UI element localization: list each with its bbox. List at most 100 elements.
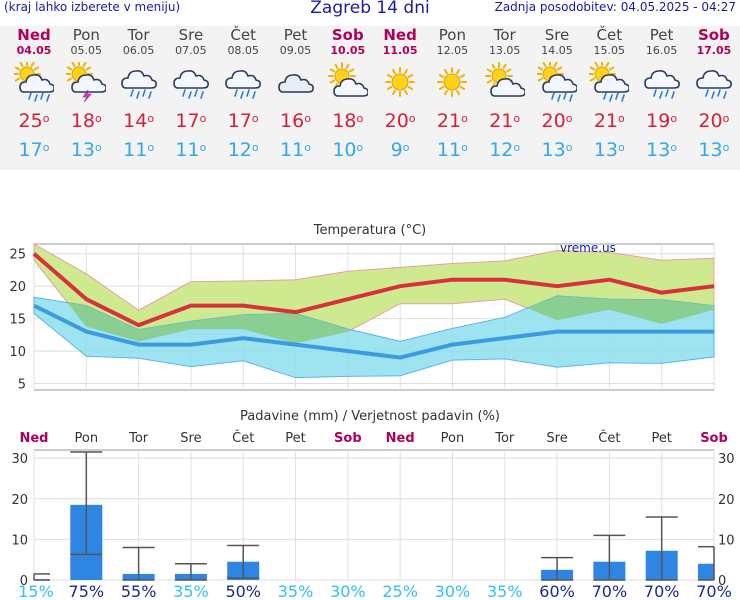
min-temp: 13o <box>593 139 625 161</box>
day-name: Čet <box>230 26 256 44</box>
watermark: vreme.us <box>560 241 616 255</box>
precip-chart-title: Padavine (mm) / Verjetnost padavin (%) <box>240 409 500 424</box>
max-temp: 17o <box>227 110 259 132</box>
precip-y-tick-right: 20 <box>718 493 735 508</box>
max-temp: 16o <box>280 110 311 132</box>
precip-probability: 70% <box>592 582 628 600</box>
day-name: Sre <box>544 26 570 44</box>
day-column: Sre 14.05 20o 13o <box>531 26 583 162</box>
precip-day-label: Tor <box>494 431 515 446</box>
max-temp-line <box>32 252 715 328</box>
precip-day-label: Sob <box>334 431 362 446</box>
daily-forecast-strip: Ned 04.05 25o 17o Pon 05.05 18o 13o Tor 06.05 14o 1… <box>0 26 740 170</box>
day-name: Ned <box>383 26 417 44</box>
max-temp: 18o <box>70 110 102 132</box>
day-name: Sre <box>178 26 204 44</box>
day-date: 10.05 <box>330 44 366 57</box>
min-temp: 17o <box>18 139 50 161</box>
day-date: 07.05 <box>175 44 207 57</box>
day-name: Pon <box>438 26 466 44</box>
sun-cloud-lightning-icon <box>65 60 108 103</box>
day-name: Pon <box>72 26 100 44</box>
min-temp: 11o <box>175 139 207 161</box>
day-column: Pet 09.05 16o 11o <box>270 26 322 162</box>
day-column: Ned 11.05 20o 9o <box>374 26 426 162</box>
day-name: Tor <box>127 26 150 44</box>
precip-plot-area <box>33 449 715 581</box>
precip-probability: 70% <box>644 582 680 600</box>
day-date: 15.05 <box>593 44 626 57</box>
precip-day-label: Čet <box>598 430 620 446</box>
min-temp: 10o <box>332 139 364 161</box>
precip-y-tick-left: 10 <box>11 533 28 548</box>
min-temp: 13o <box>541 139 573 161</box>
location-hint: (kraj lahko izberete v meniju) <box>4 0 181 14</box>
min-temp: 13o <box>698 139 730 161</box>
day-date: 11.05 <box>382 44 418 57</box>
max-temp: 20o <box>384 110 416 132</box>
precip-day-label: Pon <box>441 431 465 446</box>
precip-day-label: Tor <box>128 431 149 446</box>
day-name: Tor <box>493 26 516 44</box>
cloud-rain-icon <box>642 62 682 102</box>
day-name: Čet <box>596 26 623 44</box>
max-temp: 21o <box>436 110 468 132</box>
day-column: Čet 08.05 17o 12o <box>217 26 269 162</box>
day-name: Sob <box>697 26 730 44</box>
min-temp: 11o <box>436 139 468 161</box>
precip-day-label: Ned <box>386 431 415 446</box>
precip-day-label: Sob <box>700 431 728 446</box>
min-temp: 12o <box>489 139 521 161</box>
day-column: Sob 10.05 18o 10o <box>322 26 374 162</box>
precip-bar <box>698 563 714 580</box>
max-temp: 21o <box>489 110 521 132</box>
precip-y-tick-left: 30 <box>11 452 28 467</box>
day-date: 09.05 <box>279 44 312 57</box>
sun-cloud-rain-icon <box>536 60 578 102</box>
cloud-rain-icon <box>694 62 734 102</box>
precip-day-label: Čet <box>232 430 254 446</box>
temp-y-tick: 25 <box>9 248 26 263</box>
sun-icon <box>380 62 420 102</box>
temp-y-tick: 10 <box>9 345 26 360</box>
precip-day-label: Sre <box>180 431 201 446</box>
precip-y-tick-right: 0 <box>718 574 726 589</box>
min-temp-line <box>33 303 714 360</box>
min-temp: 11o <box>123 139 155 161</box>
max-temp: 20o <box>698 110 730 132</box>
precip-probability: 35% <box>278 582 314 600</box>
precip-probability: 35% <box>487 582 523 600</box>
page-title: Zagreb 14 dni <box>310 0 430 18</box>
day-name: Ned <box>17 26 51 44</box>
min-temp-range-band <box>33 295 715 379</box>
day-column: Pon 05.05 18o 13o <box>60 26 112 162</box>
precip-day-label: Ned <box>19 431 48 446</box>
precip-probability: 70% <box>696 582 732 600</box>
precip-probability: 75% <box>69 582 105 600</box>
precip-probability: 50% <box>225 582 261 600</box>
last-update: Zadnja posodobitev: 04.05.2025 - 04:27 <box>494 0 736 14</box>
precip-day-label: Pet <box>651 431 671 446</box>
max-temp: 25o <box>18 110 50 132</box>
day-date: 17.05 <box>696 44 732 57</box>
day-date: 13.05 <box>488 44 521 57</box>
temp-chart-title: Temperatura (°C) <box>313 223 426 238</box>
day-name: Pet <box>283 26 308 44</box>
day-name: Pet <box>649 26 674 44</box>
precip-day-label: Pet <box>285 431 305 446</box>
min-temp: 13o <box>646 139 678 161</box>
day-column: Čet 15.05 21o 13o <box>583 26 635 162</box>
day-column: Tor 06.05 14o 11o <box>113 26 165 162</box>
precip-probability: 15% <box>18 582 54 600</box>
temp-y-tick: 15 <box>9 313 26 328</box>
cloud-icon <box>276 62 316 102</box>
temp-y-tick: 20 <box>9 280 26 295</box>
cloud-rain-icon <box>171 62 211 102</box>
day-column: Pet 16.05 19o 13o <box>636 26 688 162</box>
precip-probability: 25% <box>382 582 418 600</box>
min-temp: 13o <box>70 139 102 161</box>
min-temp: 11o <box>280 139 311 161</box>
day-column: Pon 12.05 21o 11o <box>426 26 478 162</box>
max-temp: 19o <box>646 110 678 132</box>
